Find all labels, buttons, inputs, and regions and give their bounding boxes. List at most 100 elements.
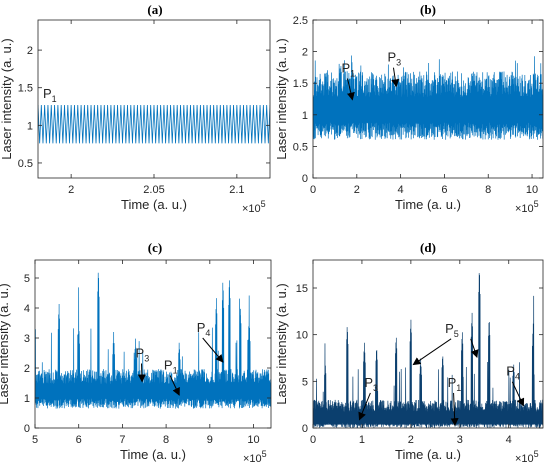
annotation-letter: P (341, 60, 350, 75)
x-tick-label: 7 (119, 434, 125, 446)
annotation-arrow (202, 337, 224, 363)
y-axis-label: Laser intensity (a. u.) (0, 38, 14, 159)
annotation-subscript: 1 (350, 68, 355, 78)
data-area (35, 272, 271, 409)
annotation-arrow (450, 392, 459, 427)
x-axis-label: Time (a. u.) (395, 447, 461, 462)
y-axis-label: Laser intensity (a. u.) (0, 283, 11, 404)
data-area (313, 55, 543, 140)
annotation-arrow (169, 375, 180, 396)
annotation-arrow (137, 363, 146, 383)
x-tick-label: 4 (506, 434, 512, 446)
panel-0: (a) 2 2.05 2.1 0.5 1 1.5 2 Time (a. u.) Laser int… (0, 2, 271, 215)
annotation-arrow (470, 338, 479, 359)
x-tick-label: 0 (310, 434, 316, 446)
panel-label: (c) (148, 240, 162, 255)
panel-1: (b) 0 2 4 6 8 10 0 0.5 1 1.5 2 2.5 Time (a. u.) Laser … (274, 2, 544, 215)
y-tick-label: 1 (27, 120, 33, 132)
annotation-label: P3 (136, 346, 150, 364)
annotation-arrow (358, 392, 371, 421)
y-tick-label: 1 (24, 393, 30, 405)
axes-box (312, 19, 544, 179)
x-tick-label: 10 (247, 434, 259, 446)
x-tick-label: 2.1 (229, 184, 244, 196)
x-tick-label: 2 (408, 434, 414, 446)
y-tick-label: 0 (302, 423, 308, 435)
annotation-letter: P (387, 50, 396, 65)
annotation-arrow (511, 381, 525, 407)
annotation-subscript: 3 (144, 354, 149, 364)
signal-series (35, 272, 271, 409)
x-exponent-base: ×10 (242, 203, 261, 215)
panel-label: (b) (420, 2, 436, 17)
annotation-label: P3 (387, 50, 401, 68)
x-tick-label: 8 (163, 434, 169, 446)
data-area (313, 273, 543, 428)
x-axis-label: Time (a. u.) (121, 197, 187, 212)
y-axis-label: Laser intensity (a. u.) (274, 283, 289, 404)
x-tick-label: 6 (76, 434, 82, 446)
annotation-arrow (412, 338, 452, 366)
x-tick-label: 2 (354, 184, 360, 196)
annotation-letter: P (197, 320, 206, 335)
axes-box (34, 259, 272, 429)
panel-label: (a) (147, 2, 162, 17)
y-tick-label: 1.5 (18, 83, 33, 95)
x-tick-label: 6 (441, 184, 447, 196)
annotation-subscript: 1 (456, 383, 461, 393)
y-tick-label: 0 (24, 423, 30, 435)
y-tick-label: 3 (24, 333, 30, 345)
x-exponent-power: 5 (534, 449, 539, 459)
signal-series (313, 55, 543, 140)
y-tick-label: 2 (24, 363, 30, 375)
y-tick-label: 2.5 (293, 15, 308, 27)
y-tick-label: 5 (24, 273, 30, 285)
y-tick-label: 2 (27, 45, 33, 57)
annotation-letter: P (164, 358, 173, 373)
x-exponent-label: ×105 (515, 449, 539, 465)
x-tick-label: 2.05 (143, 184, 164, 196)
y-tick-label: 10 (296, 330, 308, 342)
annotation-label: P1 (341, 60, 355, 78)
x-exponent-label: ×105 (243, 449, 267, 465)
annotation-letter: P (506, 364, 515, 379)
annotation-subscript: 1 (173, 366, 178, 376)
x-tick-label: 5 (32, 434, 38, 446)
panel-2: (c) 5 6 7 8 9 10 0 1 2 3 4 5 Time (a. u.) Laser intens… (0, 240, 272, 465)
x-tick-label: 2 (68, 184, 74, 196)
annotation-label: P4 (506, 364, 520, 382)
annotation-label: P1 (164, 358, 178, 376)
axes-box (37, 19, 271, 179)
signal-series (38, 104, 270, 144)
x-tick-label: 10 (526, 184, 538, 196)
y-tick-label: 0.5 (293, 141, 308, 153)
y-tick-label: 1.5 (293, 78, 308, 90)
x-exponent-base: ×10 (515, 453, 534, 465)
x-exponent-base: ×10 (243, 453, 262, 465)
y-tick-label: 1 (302, 110, 308, 122)
annotation-letter: P (445, 321, 454, 336)
x-exponent-label: ×105 (515, 199, 539, 215)
x-tick-label: 8 (485, 184, 491, 196)
y-tick-label: 5 (302, 376, 308, 388)
x-exponent-label: ×105 (242, 199, 266, 215)
annotation-subscript: 4 (515, 372, 520, 382)
panel-label: (d) (420, 240, 436, 255)
x-tick-label: 9 (207, 434, 213, 446)
y-tick-label: 2 (302, 47, 308, 59)
annotation-letter: P (136, 346, 145, 361)
annotation-label: P5 (445, 321, 459, 339)
annotation-letter: P (43, 86, 52, 101)
annotation-arrow (346, 78, 355, 101)
annotation-subscript: 3 (373, 383, 378, 393)
x-tick-label: 3 (457, 434, 463, 446)
x-axis-label: Time (a. u.) (120, 447, 186, 462)
x-exponent-power: 5 (534, 199, 539, 209)
annotation-arrow (391, 67, 400, 88)
x-tick-label: 0 (310, 184, 316, 196)
annotation-letter: P (448, 375, 457, 390)
y-tick-label: 4 (24, 303, 30, 315)
annotation-letter: P (364, 375, 373, 390)
